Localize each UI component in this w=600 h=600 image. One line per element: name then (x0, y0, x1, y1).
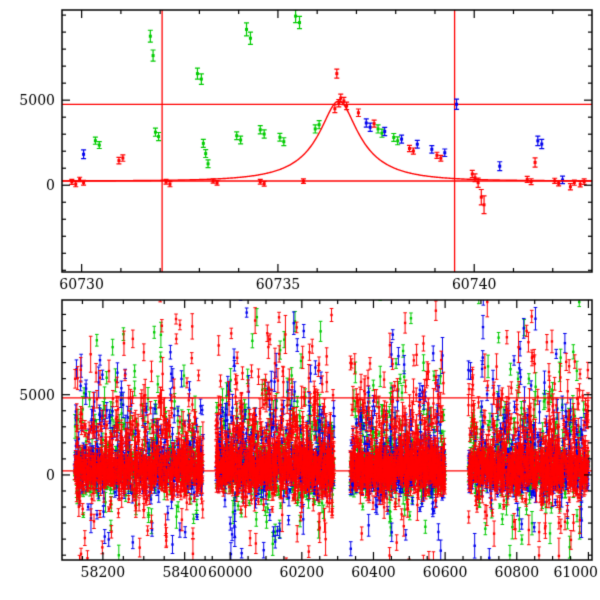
top-panel-canvas (0, 0, 600, 295)
bottom-panel-canvas (0, 295, 600, 600)
